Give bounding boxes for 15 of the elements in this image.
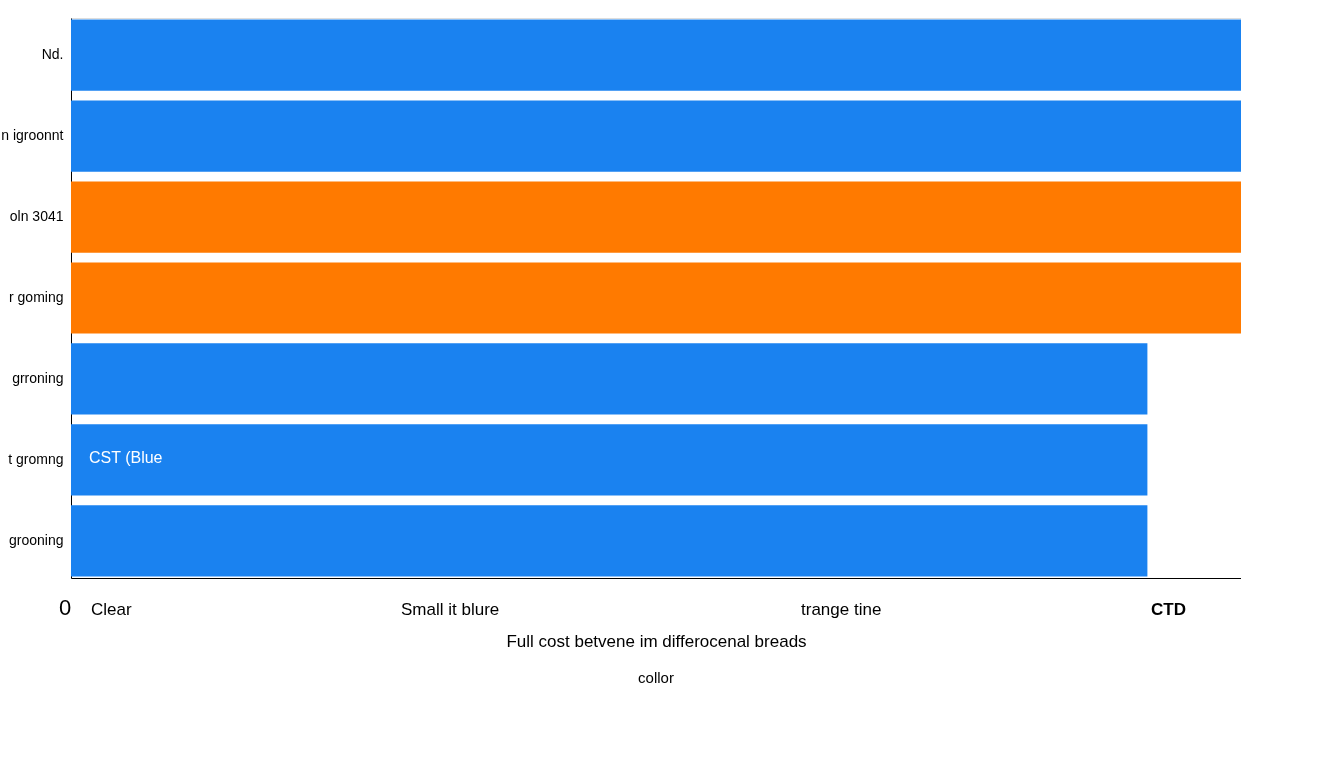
x-axis-title: Full cost betvene im differocenal breads <box>506 631 807 651</box>
text: Clear <box>91 600 132 619</box>
text: trange tine <box>801 600 882 619</box>
y-tick-label: Nd. <box>41 46 64 63</box>
text: Small it blure <box>401 600 500 619</box>
y-tick-label: n igroonnt <box>1 127 64 144</box>
y-tick-label: t gromng <box>8 450 64 467</box>
y-tick-label: grroning <box>12 369 64 386</box>
text: CTD <box>1151 600 1186 619</box>
annotation: CST (Blue <box>89 449 163 466</box>
text: 0 <box>58 595 72 620</box>
y-tick-label: grooning <box>9 531 64 548</box>
y-tick-label: r goming <box>9 289 64 305</box>
text: collor <box>638 669 674 686</box>
y-tick-label: oln 3041 <box>9 208 64 225</box>
